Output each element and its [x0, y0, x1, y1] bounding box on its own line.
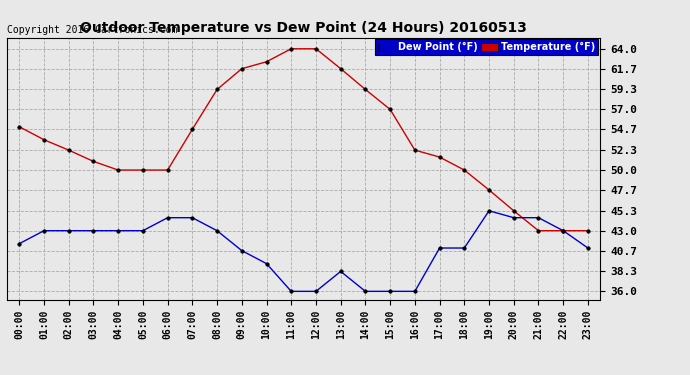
Text: Copyright 2016 Cartronics.com: Copyright 2016 Cartronics.com [7, 25, 177, 35]
Title: Outdoor Temperature vs Dew Point (24 Hours) 20160513: Outdoor Temperature vs Dew Point (24 Hou… [80, 21, 527, 35]
Legend: Dew Point (°F), Temperature (°F): Dew Point (°F), Temperature (°F) [375, 39, 598, 56]
